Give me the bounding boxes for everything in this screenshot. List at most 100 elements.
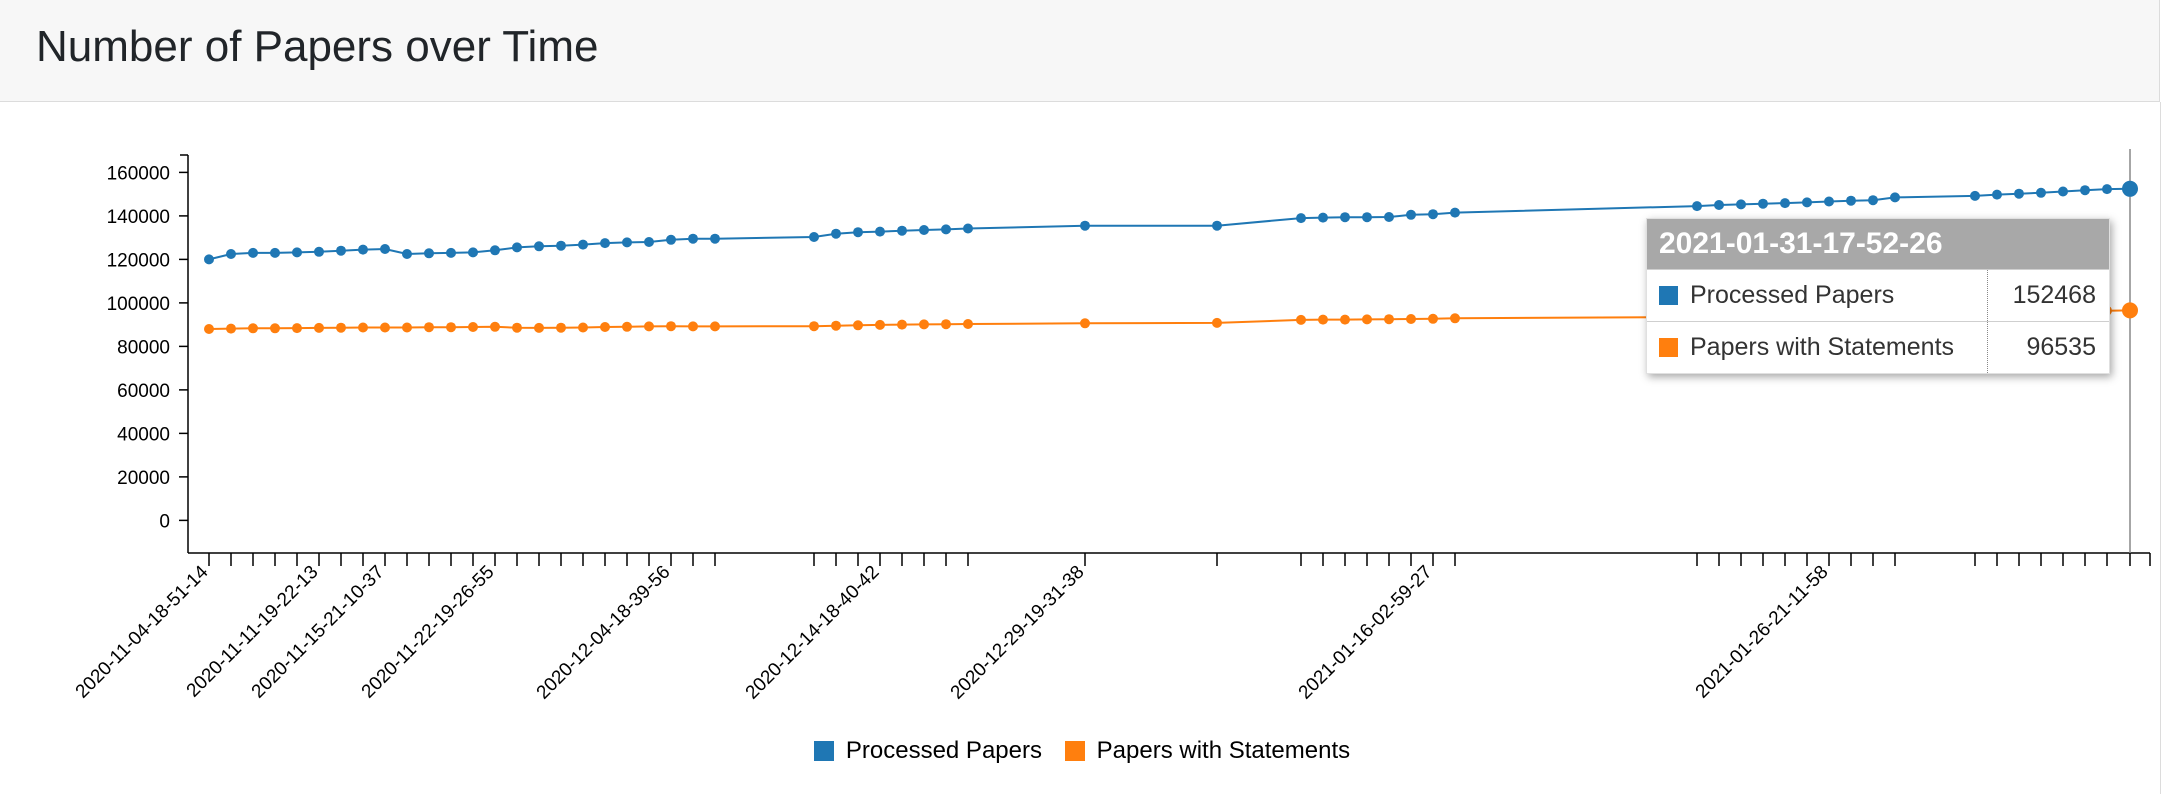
data-point bbox=[1318, 212, 1328, 223]
data-point bbox=[919, 319, 929, 330]
data-point bbox=[644, 237, 654, 247]
data-point bbox=[468, 247, 478, 258]
data-point bbox=[941, 319, 951, 330]
y-tick-label: 0 bbox=[159, 511, 170, 532]
data-point bbox=[1384, 212, 1394, 222]
data-point bbox=[292, 247, 302, 258]
tooltip-title: 2021-01-31-17-52-26 bbox=[1647, 219, 2109, 269]
data-point bbox=[2122, 180, 2138, 197]
data-point bbox=[358, 322, 368, 333]
data-point bbox=[248, 323, 258, 334]
data-point bbox=[875, 226, 885, 237]
data-point bbox=[2036, 187, 2046, 198]
x-tick-label: 2020-12-04-18-39-56 bbox=[533, 562, 675, 704]
tooltip-series-name: Papers with Statements bbox=[1690, 333, 1955, 361]
data-point bbox=[248, 247, 258, 258]
data-point bbox=[875, 319, 885, 330]
y-tick-label: 100000 bbox=[107, 294, 170, 315]
data-point bbox=[314, 246, 324, 257]
legend-label: Processed Papers bbox=[845, 737, 1042, 764]
data-point bbox=[600, 322, 610, 332]
data-point bbox=[1340, 314, 1350, 325]
data-point bbox=[424, 248, 434, 259]
data-point bbox=[710, 321, 720, 332]
data-point bbox=[1450, 313, 1460, 324]
y-tick-label: 40000 bbox=[117, 424, 170, 445]
tooltip-series-name: Processed Papers bbox=[1690, 281, 1895, 309]
data-point bbox=[710, 233, 720, 244]
data-point bbox=[1428, 209, 1438, 220]
data-point bbox=[1362, 212, 1372, 223]
tooltip-value: 96535 bbox=[2026, 333, 2096, 361]
tooltip-row: Processed Papers 152468 bbox=[1647, 269, 2109, 321]
data-point bbox=[1824, 196, 1834, 207]
tooltip-swatch-processed bbox=[1659, 286, 1678, 305]
data-point bbox=[2058, 186, 2068, 197]
y-tick-label: 140000 bbox=[107, 207, 170, 228]
data-point bbox=[1340, 212, 1350, 223]
data-point bbox=[1970, 190, 1980, 201]
data-point bbox=[2122, 302, 2138, 319]
data-point bbox=[853, 320, 863, 331]
data-point bbox=[446, 247, 456, 258]
x-tick-label: 2020-12-14-18-40-42 bbox=[742, 562, 884, 704]
line-chart[interactable]: 0 20000 40000 60000 80000 100000 120000 140000 1… bbox=[0, 103, 2164, 723]
data-point bbox=[688, 233, 698, 244]
data-point bbox=[402, 322, 412, 333]
data-point bbox=[644, 321, 654, 332]
tooltip-swatch-statements bbox=[1659, 338, 1678, 357]
data-point bbox=[1758, 198, 1768, 209]
data-point bbox=[336, 245, 346, 256]
data-point bbox=[809, 321, 819, 332]
data-point bbox=[578, 322, 588, 333]
data-point bbox=[534, 241, 544, 252]
data-point bbox=[270, 323, 280, 334]
data-point bbox=[1318, 314, 1328, 325]
data-point bbox=[204, 254, 214, 265]
data-point bbox=[1212, 317, 1222, 328]
data-point bbox=[1714, 200, 1724, 210]
legend-swatch bbox=[1064, 741, 1085, 761]
data-point bbox=[809, 232, 819, 242]
chart-legend: Processed Papers Papers with Statements bbox=[0, 737, 2164, 768]
data-point bbox=[897, 225, 907, 236]
data-point bbox=[600, 238, 610, 249]
data-point bbox=[897, 319, 907, 330]
data-point bbox=[380, 322, 390, 333]
data-point bbox=[941, 224, 951, 235]
card-header: Number of Papers over Time bbox=[0, 0, 2160, 102]
data-point bbox=[1802, 197, 1812, 208]
data-point bbox=[1296, 213, 1306, 224]
data-point bbox=[402, 249, 412, 259]
x-tick-label: 2021-01-16-02-59-27 bbox=[1295, 562, 1437, 704]
data-point bbox=[446, 322, 456, 333]
legend-item-papers-with-statements[interactable]: Papers with Statements bbox=[1064, 737, 1351, 765]
card-border bbox=[2160, 102, 2161, 794]
data-point bbox=[666, 321, 676, 332]
data-point bbox=[490, 245, 500, 256]
data-point bbox=[556, 240, 566, 251]
y-tick-label: 160000 bbox=[107, 163, 170, 184]
data-point bbox=[1428, 313, 1438, 324]
data-point bbox=[1212, 220, 1222, 231]
page-title: Number of Papers over Time bbox=[36, 22, 599, 71]
data-point bbox=[534, 322, 544, 333]
y-tick-label: 60000 bbox=[117, 381, 170, 402]
y-tick-label: 20000 bbox=[117, 468, 170, 489]
data-point bbox=[1450, 207, 1460, 218]
data-point bbox=[556, 322, 566, 333]
data-point bbox=[853, 227, 863, 238]
data-point bbox=[512, 242, 522, 253]
data-point bbox=[1868, 195, 1878, 206]
legend-item-processed-papers[interactable]: Processed Papers bbox=[813, 737, 1042, 765]
data-point bbox=[1296, 314, 1306, 325]
data-point bbox=[270, 247, 280, 258]
data-point bbox=[1362, 314, 1372, 325]
data-point bbox=[688, 321, 698, 332]
legend-label: Papers with Statements bbox=[1096, 737, 1351, 764]
data-point bbox=[490, 321, 500, 332]
y-tick-label: 80000 bbox=[117, 337, 170, 358]
y-tick-label: 120000 bbox=[107, 250, 170, 271]
data-point bbox=[1846, 195, 1856, 206]
data-point bbox=[963, 319, 973, 329]
